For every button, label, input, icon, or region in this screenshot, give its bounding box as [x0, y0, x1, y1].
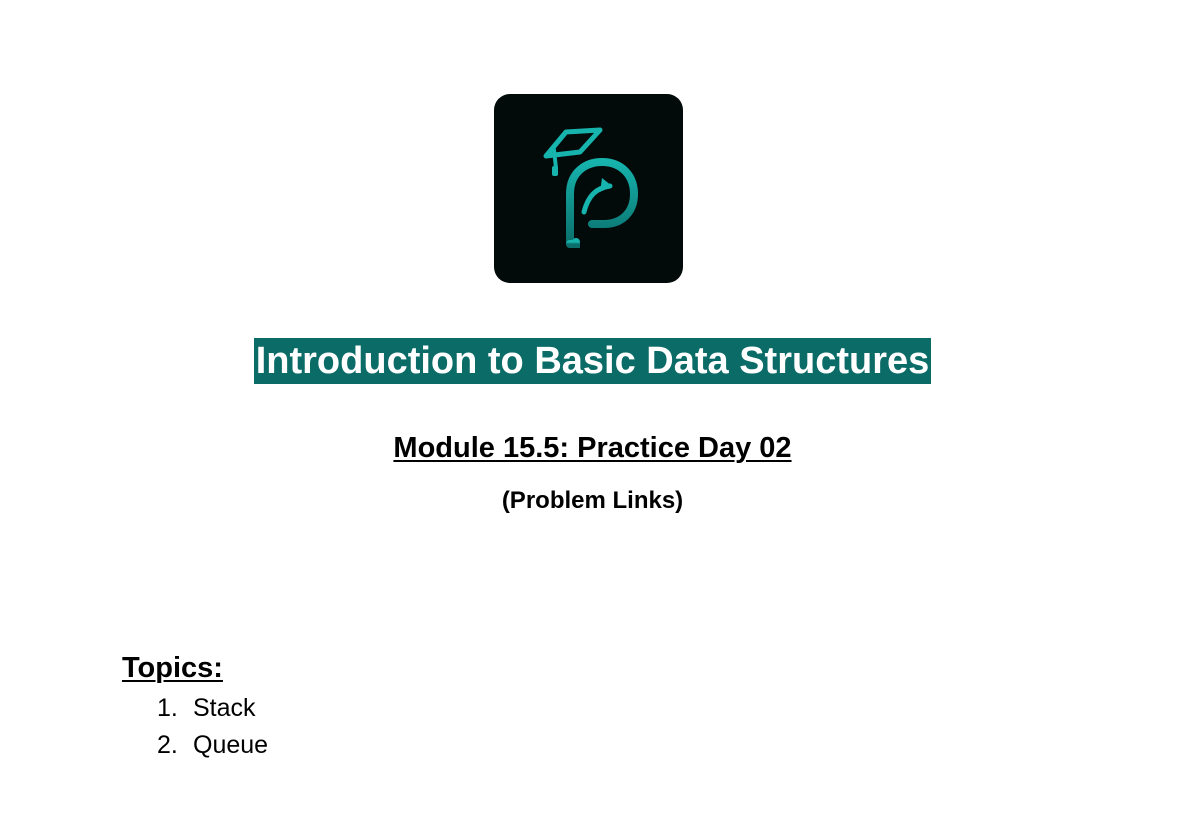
- list-item-label: Queue: [193, 731, 269, 759]
- list-item: 2. Queue: [157, 727, 268, 764]
- title-container: Introduction to Basic Data Structures: [0, 338, 1185, 384]
- document-title: Introduction to Basic Data Structures: [253, 338, 932, 384]
- problem-links-note: (Problem Links): [501, 487, 684, 514]
- list-item-label: Stack: [193, 694, 256, 722]
- list-item-number: 2.: [157, 731, 178, 759]
- list-item: 1. Stack: [157, 690, 268, 727]
- topics-heading: Topics:: [122, 652, 223, 684]
- list-item-number: 1.: [157, 694, 178, 722]
- brand-logo: [494, 94, 683, 283]
- topics-list: 1. Stack 2. Queue: [157, 690, 268, 764]
- graduation-cap-letter-p-icon: [543, 127, 638, 248]
- module-subtitle: Module 15.5: Practice Day 02: [393, 432, 792, 464]
